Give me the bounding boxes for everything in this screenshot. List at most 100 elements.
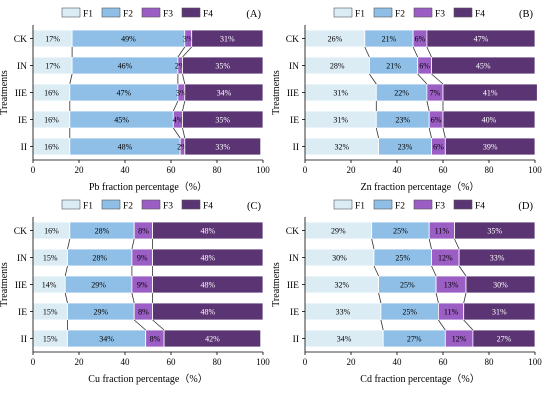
panel-label: (D) [518, 201, 533, 212]
x-tick-label: 0 [303, 165, 308, 175]
data-label: 27% [407, 335, 422, 344]
x-tick-label: 40 [121, 165, 131, 175]
category-label: IN [17, 62, 27, 72]
data-label: 40% [482, 116, 497, 125]
data-label: 23% [395, 116, 410, 125]
data-label: 41% [483, 89, 498, 98]
connector-line [454, 238, 460, 250]
data-label: 11% [435, 227, 450, 236]
connector-line [431, 73, 444, 85]
connector-line [69, 73, 73, 85]
connector-line [182, 100, 186, 112]
data-label: 15% [43, 308, 58, 317]
data-label: 16% [44, 227, 59, 236]
legend-swatch-f1 [333, 7, 353, 18]
connector-line [172, 100, 179, 112]
data-label: 39% [483, 143, 498, 152]
data-label: 7% [430, 89, 441, 98]
data-label: 3% [183, 35, 194, 44]
category-label: IIE [287, 89, 299, 99]
connector-line [152, 319, 165, 331]
legend-swatch-f1 [333, 199, 353, 210]
x-tick-label: 100 [256, 165, 270, 175]
connector-line [373, 265, 379, 277]
legend-swatch-f2 [101, 199, 121, 210]
legend-swatch-f1 [61, 7, 81, 18]
legend-label-f3: F3 [435, 202, 445, 212]
bar-f4-ie [182, 110, 264, 129]
legend-label-f1: F1 [83, 10, 93, 20]
bar-f4-in [458, 248, 536, 267]
x-tick-label: 20 [347, 357, 357, 367]
legend-label-f3: F3 [435, 10, 445, 20]
category-label: IIE [15, 281, 27, 291]
data-label: 25% [393, 227, 408, 236]
x-axis-title: Pb fraction percentage（%） [89, 181, 207, 193]
data-label: 48% [200, 227, 215, 236]
legend-label-f2: F2 [395, 202, 405, 212]
legend-swatch-f4 [453, 199, 473, 210]
connector-line [172, 127, 181, 139]
category-label: II [293, 143, 299, 153]
x-tick-label: 40 [393, 165, 403, 175]
data-label: 17% [45, 62, 60, 71]
x-tick-label: 40 [121, 357, 131, 367]
bar-f4-ie [152, 302, 264, 321]
x-tick-label: 80 [485, 165, 495, 175]
data-label: 25% [400, 281, 415, 290]
data-label: 48% [200, 254, 215, 263]
data-label: 34% [217, 89, 232, 98]
data-label: 6% [431, 116, 442, 125]
legend-swatch-f4 [181, 7, 201, 18]
connector-line [417, 73, 428, 85]
legend-label-f2: F2 [123, 202, 133, 212]
x-tick-label: 60 [167, 357, 177, 367]
data-label: 49% [121, 35, 136, 44]
legend-swatch-f3 [141, 199, 161, 210]
legend-swatch-f2 [373, 7, 393, 18]
data-label: 16% [44, 143, 59, 152]
bar-f4-ie [442, 110, 536, 129]
bar-f4-in [431, 56, 536, 75]
data-label: 42% [205, 335, 220, 344]
x-tick-label: 80 [213, 165, 223, 175]
data-label: 6% [415, 35, 426, 44]
x-tick-label: 20 [75, 357, 85, 367]
category-label: IN [17, 254, 27, 264]
category-label: IN [289, 254, 299, 264]
data-label: 35% [215, 62, 230, 71]
connector-line [463, 319, 474, 331]
category-label: IIE [287, 281, 299, 291]
bar-f4-ck [426, 29, 536, 48]
data-label: 28% [330, 62, 345, 71]
data-label: 2% [177, 143, 188, 152]
data-label: 46% [118, 62, 133, 71]
data-label: 16% [44, 89, 59, 98]
connector-line [428, 238, 432, 250]
x-tick-label: 100 [528, 165, 542, 175]
data-label: 2% [175, 62, 186, 71]
data-label: 35% [215, 116, 230, 125]
data-label: 48% [118, 143, 133, 152]
bar-f4-iie [152, 275, 264, 294]
legend-swatch-f4 [453, 7, 473, 18]
category-label: II [293, 335, 299, 345]
connector-line [364, 46, 370, 58]
x-tick-label: 80 [213, 357, 223, 367]
category-label: II [21, 335, 27, 345]
connector-line [426, 46, 432, 58]
data-label: 33% [490, 254, 505, 263]
x-axis-title: Cu fraction percentage（%） [88, 373, 207, 385]
connector-line [131, 238, 135, 250]
connector-line [426, 100, 430, 112]
connector-line [182, 127, 186, 139]
data-label: 3% [176, 89, 187, 98]
legend-label-f1: F1 [355, 10, 365, 20]
data-label: 47% [117, 89, 132, 98]
legend-swatch-f3 [141, 7, 161, 18]
data-label: 35% [487, 227, 502, 236]
y-axis-title: Treatments [271, 70, 282, 115]
data-label: 31% [333, 89, 348, 98]
connector-line [371, 238, 375, 250]
connector-line [458, 265, 467, 277]
